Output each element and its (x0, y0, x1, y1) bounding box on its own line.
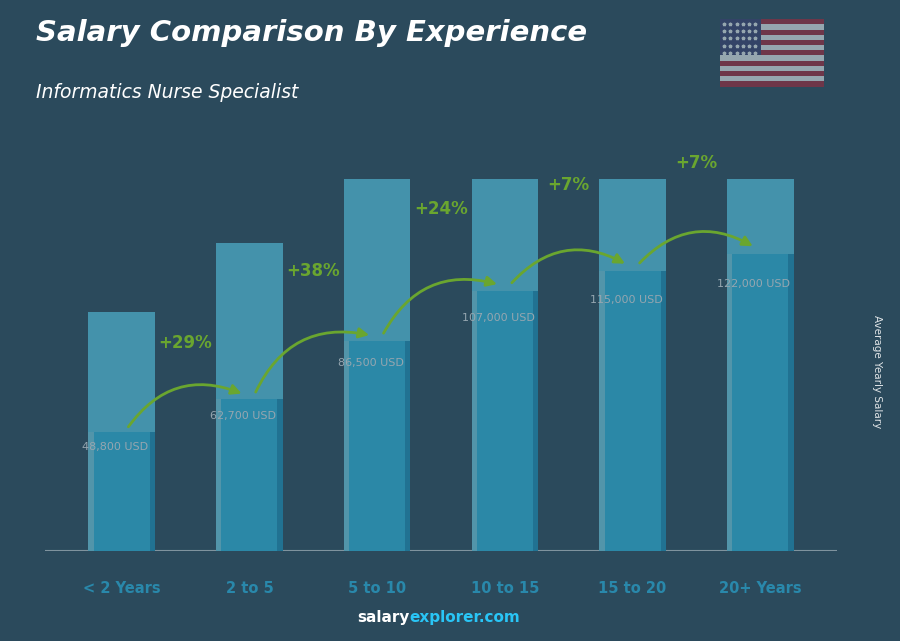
Bar (533, 286, 538, 551)
Bar (720, 40, 824, 45)
Text: 15 to 20: 15 to 20 (598, 581, 667, 596)
Bar (599, 266, 605, 551)
Text: Informatics Nurse Specialist: Informatics Nurse Specialist (36, 83, 299, 103)
Bar (344, 126, 410, 341)
Bar (88, 430, 155, 551)
Text: 62,700 USD: 62,700 USD (210, 412, 276, 421)
Bar (472, 26, 538, 291)
Bar (720, 56, 824, 61)
Text: 20+ Years: 20+ Years (719, 581, 802, 596)
Bar (788, 249, 794, 551)
Text: 86,500 USD: 86,500 USD (338, 358, 404, 369)
Bar (277, 396, 283, 551)
Bar (720, 76, 824, 81)
Bar (720, 19, 761, 56)
Bar (727, 249, 794, 551)
Bar (727, 249, 733, 551)
Text: +38%: +38% (286, 262, 340, 279)
Text: +7%: +7% (548, 176, 590, 194)
Text: +7%: +7% (675, 154, 717, 172)
Bar (216, 396, 283, 551)
Text: 48,800 USD: 48,800 USD (82, 442, 148, 453)
Text: +29%: +29% (158, 334, 212, 352)
Text: explorer.com: explorer.com (410, 610, 520, 625)
Text: Average Yearly Salary: Average Yearly Salary (872, 315, 883, 428)
Text: < 2 Years: < 2 Years (83, 581, 160, 596)
Bar (88, 312, 155, 433)
Text: 122,000 USD: 122,000 USD (717, 279, 790, 289)
Bar (720, 81, 824, 87)
Text: 5 to 10: 5 to 10 (348, 581, 406, 596)
Text: Salary Comparison By Experience: Salary Comparison By Experience (36, 19, 587, 47)
Text: 10 to 15: 10 to 15 (471, 581, 539, 596)
Bar (720, 35, 824, 40)
Bar (720, 71, 824, 76)
Bar (472, 286, 538, 551)
Text: 2 to 5: 2 to 5 (226, 581, 274, 596)
Bar (720, 66, 824, 71)
Bar (216, 396, 221, 551)
Text: +24%: +24% (414, 200, 468, 218)
Bar (344, 337, 410, 551)
Bar (216, 243, 283, 399)
Bar (149, 430, 155, 551)
Bar (472, 286, 477, 551)
Bar (720, 50, 824, 56)
Bar (720, 29, 824, 35)
Bar (599, 266, 666, 551)
Bar (344, 337, 349, 551)
Bar (599, 0, 666, 271)
Bar (88, 430, 94, 551)
Bar (720, 61, 824, 66)
Bar (405, 337, 410, 551)
Bar (720, 19, 824, 24)
Bar (720, 24, 824, 29)
Bar (661, 266, 666, 551)
Bar (720, 45, 824, 50)
Bar (727, 0, 794, 254)
Text: 115,000 USD: 115,000 USD (590, 295, 662, 304)
Text: 107,000 USD: 107,000 USD (462, 313, 535, 322)
Text: salary: salary (357, 610, 410, 625)
